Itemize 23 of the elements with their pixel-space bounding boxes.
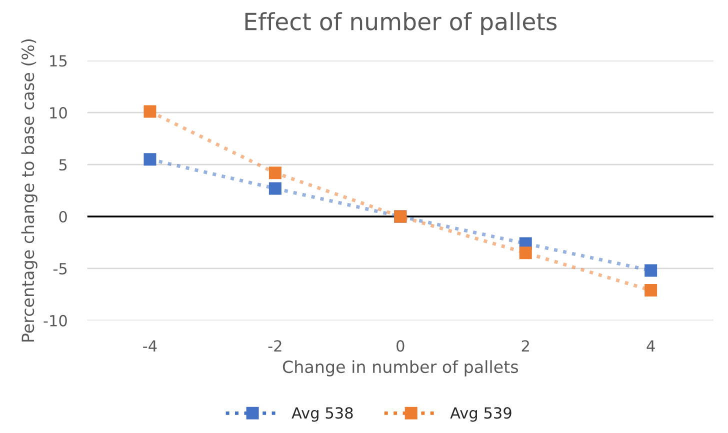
point [268, 166, 282, 180]
x-tick-label: -4 [143, 340, 157, 352]
x-axis-title: Change in number of pallets [282, 360, 518, 376]
point [644, 264, 658, 277]
point [144, 105, 156, 118]
y-axis-title: Percentage change to base case (%) [21, 39, 38, 342]
y-tick-label: 10 [50, 107, 67, 119]
chart-title: Effect of number of pallets [245, 12, 557, 35]
point [268, 182, 282, 195]
x-tick-label: 4 [646, 340, 655, 352]
x-tick-label: 2 [522, 340, 529, 352]
y-tick-label: 0 [59, 210, 67, 223]
point [144, 153, 156, 166]
y-tick-label: 5 [59, 159, 67, 171]
y-tick-label: 15 [50, 55, 67, 67]
legend-label: Avg 539 [450, 407, 512, 422]
legend-label: Avg 538 [292, 407, 353, 422]
x-tick-label: -2 [268, 340, 282, 352]
y-tick-label: -10 [44, 314, 67, 326]
x-tick-label: 0 [396, 340, 404, 352]
point [519, 246, 532, 260]
point [644, 284, 658, 297]
y-tick-label: -5 [53, 263, 67, 274]
